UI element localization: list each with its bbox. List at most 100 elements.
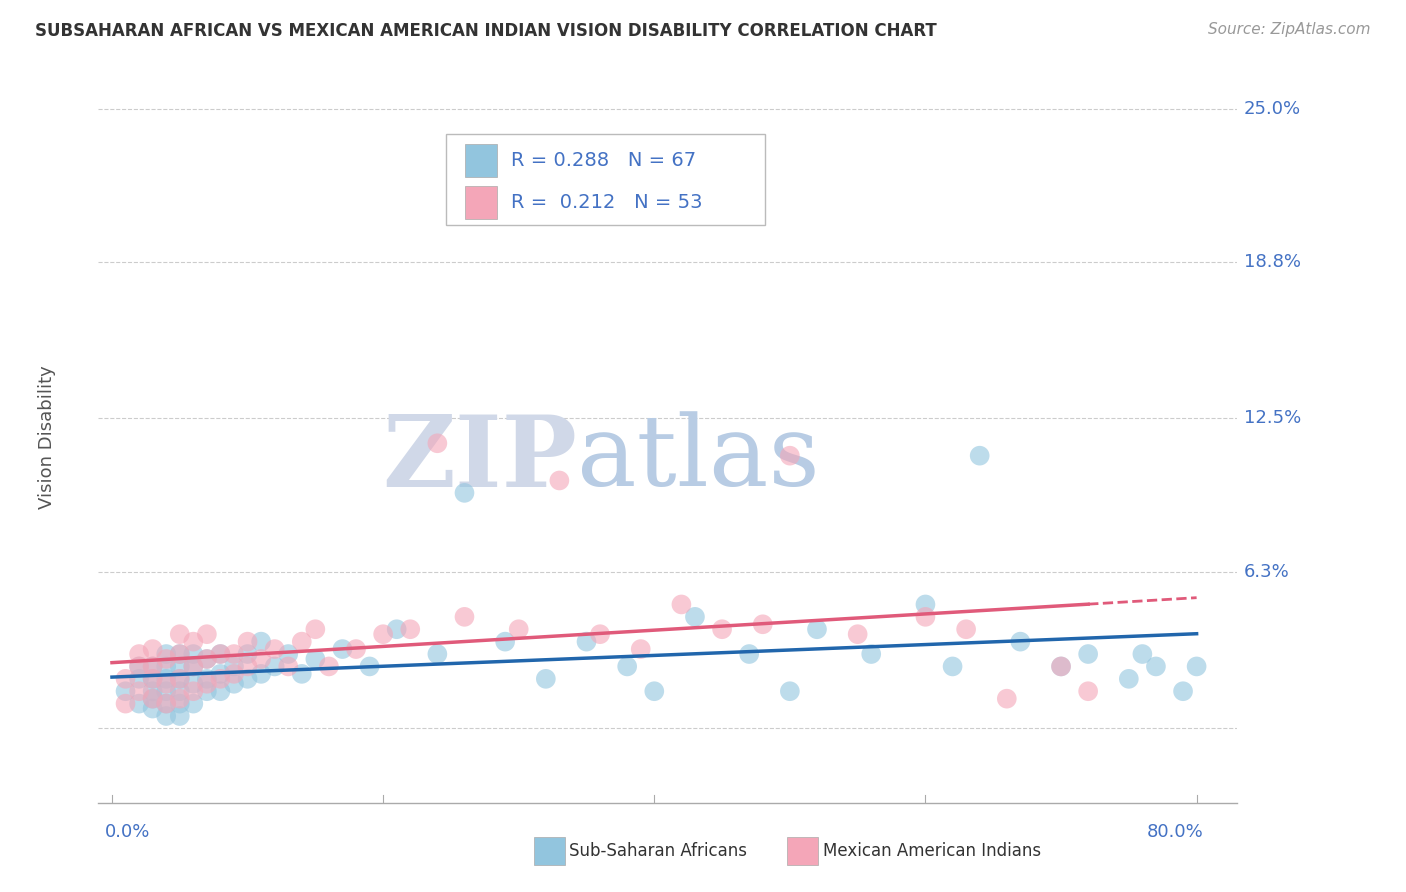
Point	[183, 659, 205, 673]
Point	[142, 684, 165, 698]
Point	[371, 627, 394, 641]
Point	[304, 652, 326, 666]
Point	[195, 652, 218, 666]
Point	[128, 647, 150, 661]
Point	[155, 697, 177, 711]
Point	[236, 634, 259, 648]
Point	[128, 697, 150, 711]
Text: Mexican American Indians: Mexican American Indians	[823, 842, 1040, 860]
Point	[995, 691, 1018, 706]
Point	[359, 659, 381, 673]
Point	[1077, 647, 1099, 661]
Point	[291, 666, 314, 681]
Point	[779, 449, 801, 463]
Point	[914, 598, 936, 612]
Point	[683, 610, 706, 624]
FancyBboxPatch shape	[465, 186, 498, 219]
Text: ZIP: ZIP	[382, 410, 576, 508]
Point	[222, 666, 245, 681]
Point	[508, 622, 530, 636]
Point	[169, 647, 191, 661]
Point	[291, 634, 314, 648]
Point	[385, 622, 408, 636]
Text: Vision Disability: Vision Disability	[38, 365, 56, 509]
Point	[1185, 659, 1208, 673]
Point	[589, 627, 612, 641]
Point	[860, 647, 883, 661]
Point	[128, 659, 150, 673]
Point	[142, 642, 165, 657]
Point	[236, 647, 259, 661]
Point	[195, 672, 218, 686]
Point	[169, 627, 191, 641]
Point	[209, 666, 232, 681]
FancyBboxPatch shape	[465, 145, 498, 178]
Point	[548, 474, 571, 488]
Point	[222, 659, 245, 673]
Point	[453, 610, 475, 624]
Point	[114, 697, 136, 711]
Point	[426, 436, 449, 450]
Point	[304, 622, 326, 636]
Text: Source: ZipAtlas.com: Source: ZipAtlas.com	[1208, 22, 1371, 37]
Point	[1132, 647, 1154, 661]
Text: 6.3%: 6.3%	[1244, 563, 1289, 582]
Point	[209, 684, 232, 698]
Point	[195, 652, 218, 666]
Point	[169, 697, 191, 711]
Point	[942, 659, 965, 673]
Point	[183, 684, 205, 698]
Point	[169, 659, 191, 673]
Text: R = 0.288   N = 67: R = 0.288 N = 67	[510, 152, 696, 170]
Text: R =  0.212   N = 53: R = 0.212 N = 53	[510, 194, 702, 212]
Point	[169, 672, 191, 686]
Point	[183, 659, 205, 673]
Point	[183, 634, 205, 648]
Point	[671, 598, 693, 612]
Text: Sub-Saharan Africans: Sub-Saharan Africans	[569, 842, 748, 860]
Point	[155, 677, 177, 691]
Point	[183, 647, 205, 661]
Point	[779, 684, 801, 698]
Point	[1010, 634, 1032, 648]
Point	[1144, 659, 1167, 673]
Point	[142, 659, 165, 673]
Point	[222, 677, 245, 691]
Point	[195, 677, 218, 691]
Point	[399, 622, 422, 636]
Point	[195, 627, 218, 641]
Point	[142, 659, 165, 673]
Point	[169, 709, 191, 723]
FancyBboxPatch shape	[446, 134, 765, 225]
Point	[846, 627, 869, 641]
Point	[114, 672, 136, 686]
Point	[128, 684, 150, 698]
Point	[494, 634, 516, 648]
Point	[1077, 684, 1099, 698]
Text: 12.5%: 12.5%	[1244, 409, 1302, 427]
Point	[806, 622, 828, 636]
Text: 80.0%: 80.0%	[1147, 822, 1204, 840]
Text: 0.0%: 0.0%	[105, 822, 150, 840]
Point	[250, 634, 273, 648]
Point	[1050, 659, 1073, 673]
Point	[969, 449, 991, 463]
Point	[914, 610, 936, 624]
Point	[616, 659, 638, 673]
Point	[114, 684, 136, 698]
Point	[155, 709, 177, 723]
Point	[209, 647, 232, 661]
Point	[183, 677, 205, 691]
Text: atlas: atlas	[576, 411, 820, 507]
Point	[643, 684, 665, 698]
Point	[318, 659, 340, 673]
Point	[955, 622, 977, 636]
Point	[142, 701, 165, 715]
Point	[155, 647, 177, 661]
Text: 18.8%: 18.8%	[1244, 253, 1301, 271]
Point	[738, 647, 761, 661]
Point	[169, 672, 191, 686]
Point	[263, 642, 285, 657]
Point	[250, 666, 273, 681]
Point	[752, 617, 775, 632]
